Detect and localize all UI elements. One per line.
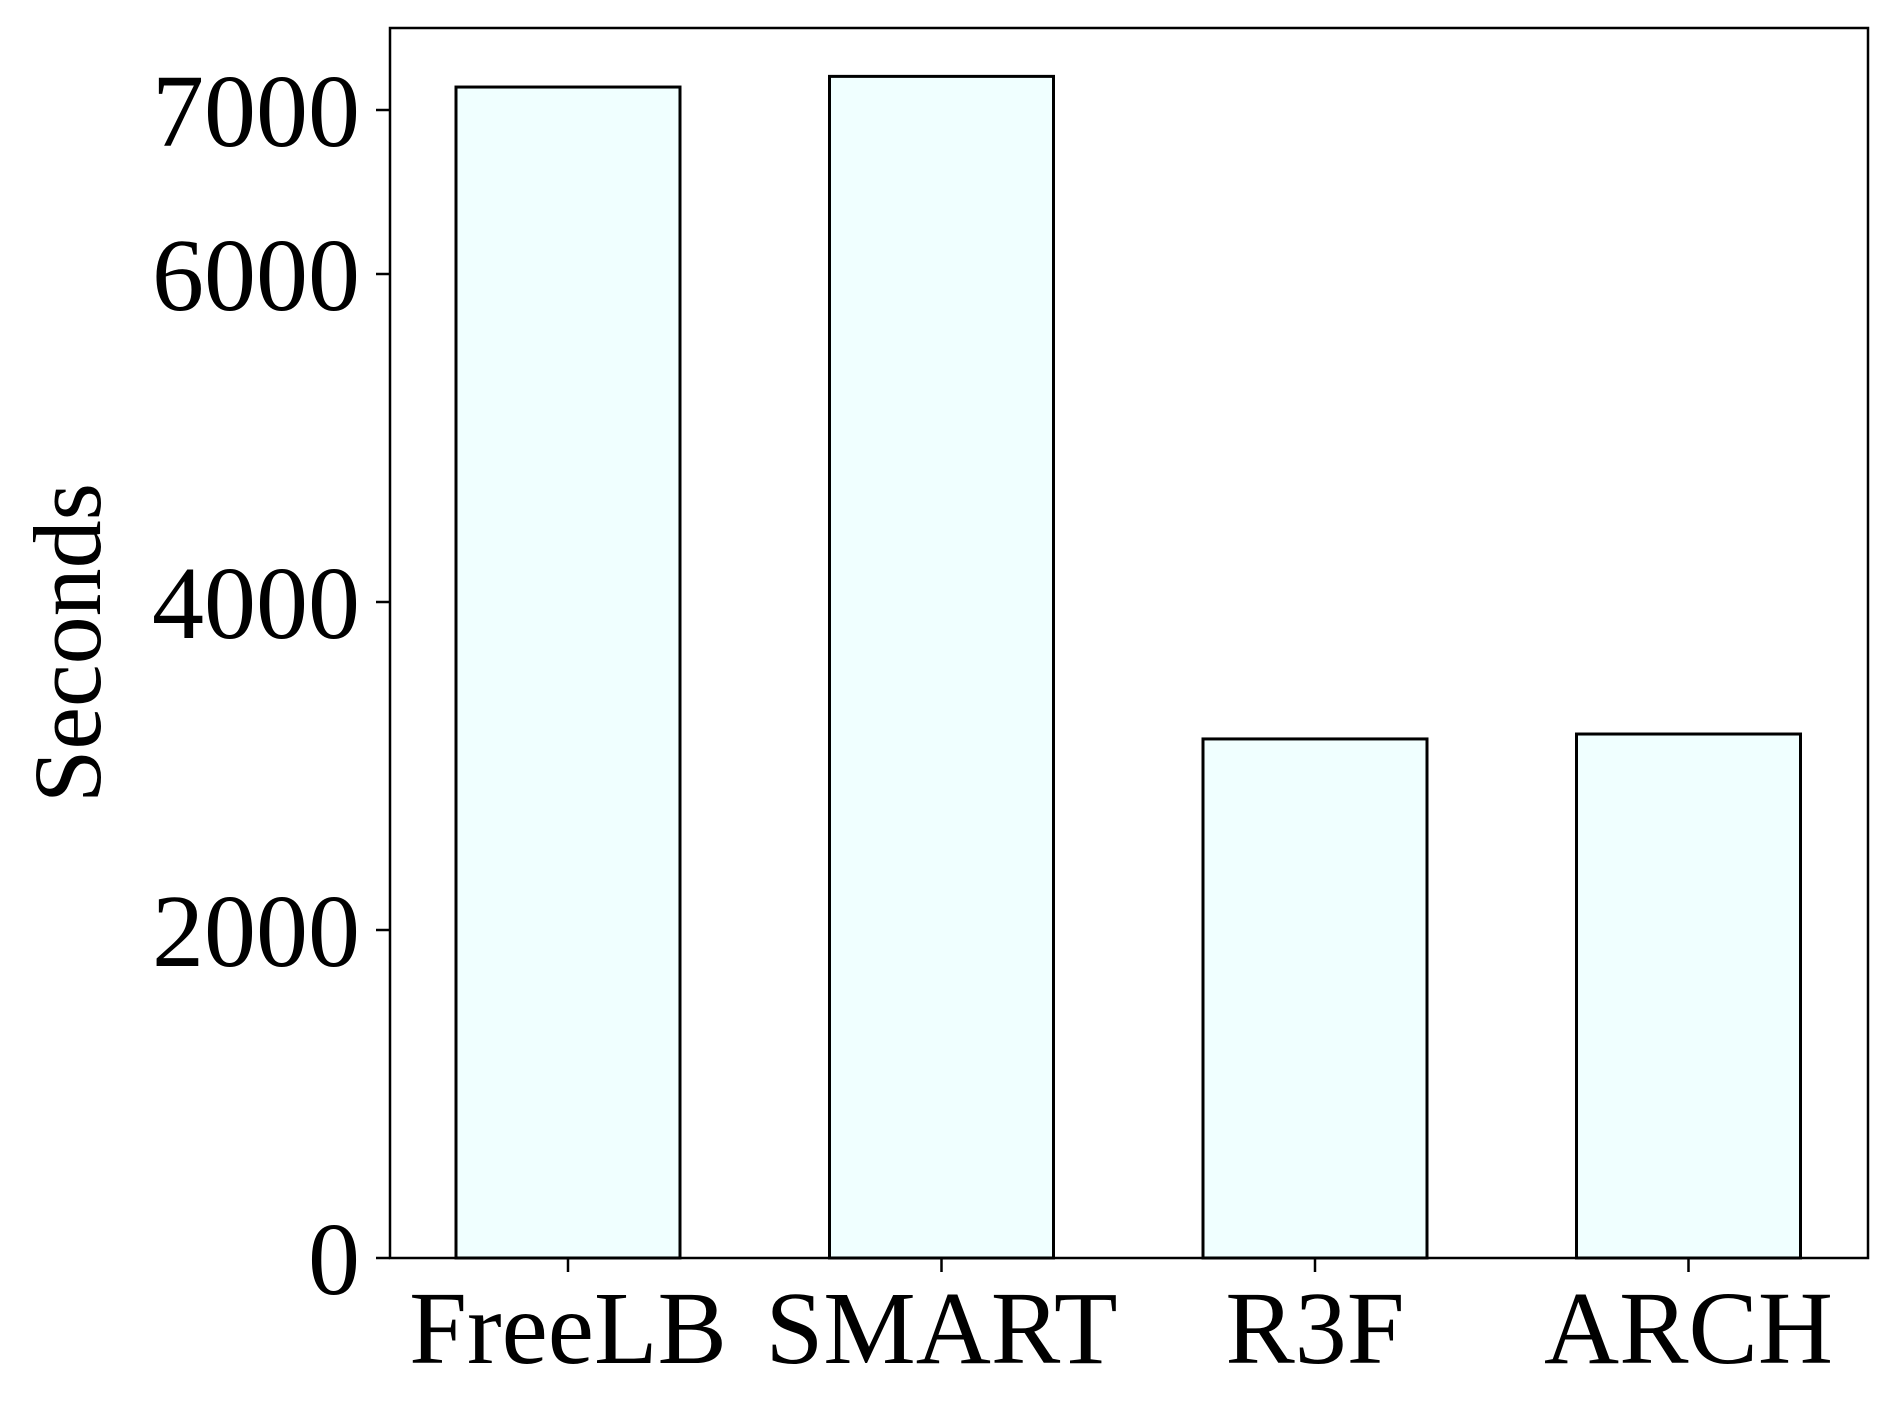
y-tick-label: 0 [308, 1202, 360, 1317]
x-tick-label: R3F [1225, 1271, 1404, 1386]
bar-arch [1575, 732, 1802, 1260]
plot-area [388, 26, 1870, 1260]
y-tick-label: 4000 [152, 546, 360, 661]
x-tick-label: FreeLB [409, 1271, 727, 1386]
bar-smart [828, 74, 1055, 1260]
x-tick-label: SMART [765, 1271, 1117, 1386]
y-axis-label: Seconds [14, 483, 121, 803]
bars-layer [454, 74, 1802, 1260]
y-axis: 0 2000 4000 6000 7000 [152, 54, 390, 1317]
y-tick-label: 6000 [152, 218, 360, 333]
x-axis: FreeLB SMART R3F ARCH [409, 1258, 1833, 1386]
bar-r3f [1201, 737, 1429, 1260]
y-tick-label: 2000 [152, 874, 360, 989]
y-tick-label: 7000 [152, 54, 360, 169]
x-tick-label: ARCH [1544, 1271, 1833, 1386]
bar-freelb [454, 85, 682, 1260]
